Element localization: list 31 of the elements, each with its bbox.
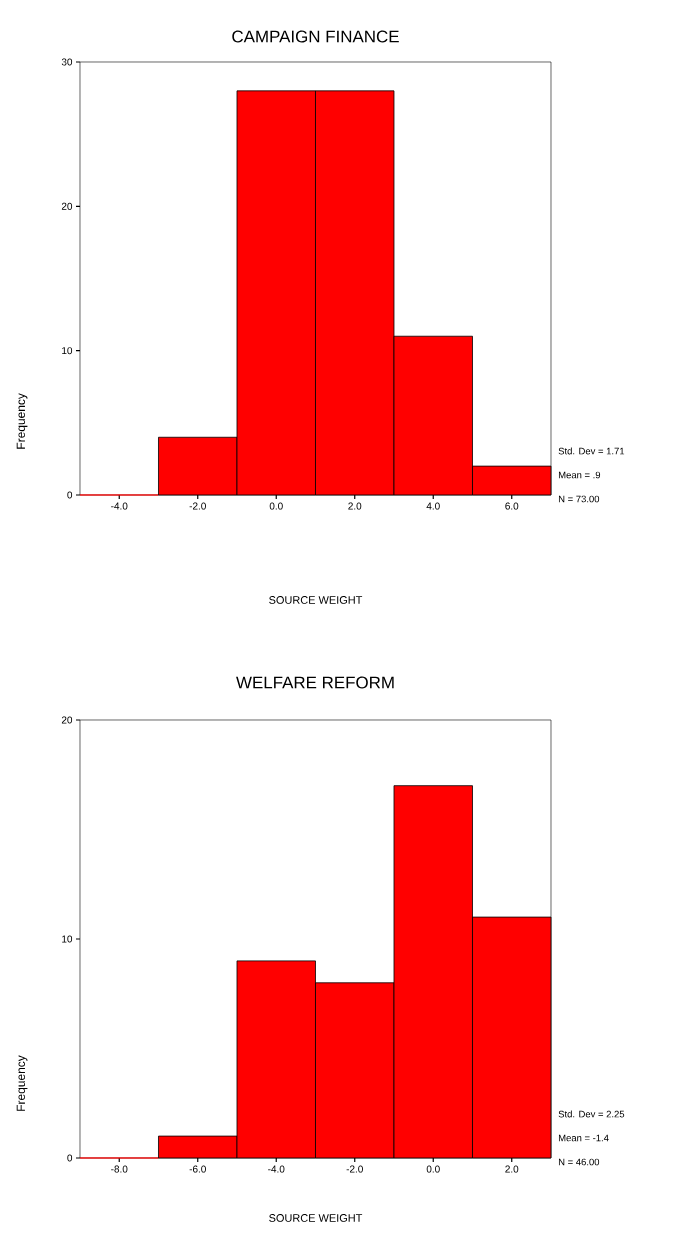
y-tick-label: 20 [61, 716, 73, 724]
x-tick-label: -6.0 [189, 1165, 206, 1173]
x-tick-label: -2.0 [346, 1165, 363, 1173]
text: N = 46.00 [558, 1158, 600, 1166]
x-tick-label: -8.0 [111, 1165, 128, 1173]
x-tick-label: 2.0 [505, 1165, 519, 1173]
text: Std. Dev = 1.71 [558, 447, 625, 455]
y-tick-label: 20 [61, 202, 73, 210]
text: Std. Dev = 2.25 [558, 1110, 625, 1118]
x-tick-label: -4.0 [111, 502, 128, 510]
x-tick-label: 0.0 [269, 502, 283, 510]
chart-title: WELFARE REFORM [236, 676, 394, 689]
y-tick-label: 10 [62, 347, 73, 355]
y-tick-label: 0 [67, 1154, 73, 1162]
y-axis-title: Frequency [16, 1055, 28, 1111]
chart-title: CAMPAIGN FINANCE [232, 30, 399, 43]
x-tick-label: -4.0 [268, 1165, 285, 1173]
y-tick-label: 10 [62, 935, 73, 943]
x-tick-label: 0.0 [426, 1165, 440, 1173]
y-tick-label: 0 [67, 491, 73, 499]
y-tick-label: 30 [61, 58, 73, 66]
y-axis-title: Frequency [16, 393, 28, 449]
x-axis-title: SOURCE WEIGHT [269, 596, 363, 604]
x-axis-title: SOURCE WEIGHT [269, 1214, 363, 1222]
text: Mean = -1.4 [558, 1134, 609, 1142]
x-tick-label: 6.0 [505, 502, 519, 510]
x-tick-label: 4.0 [426, 502, 440, 510]
x-tick-label: 2.0 [348, 502, 362, 510]
text: Mean = .9 [558, 471, 601, 479]
x-tick-label: -2.0 [189, 502, 206, 510]
text: N = 73.00 [558, 495, 600, 503]
